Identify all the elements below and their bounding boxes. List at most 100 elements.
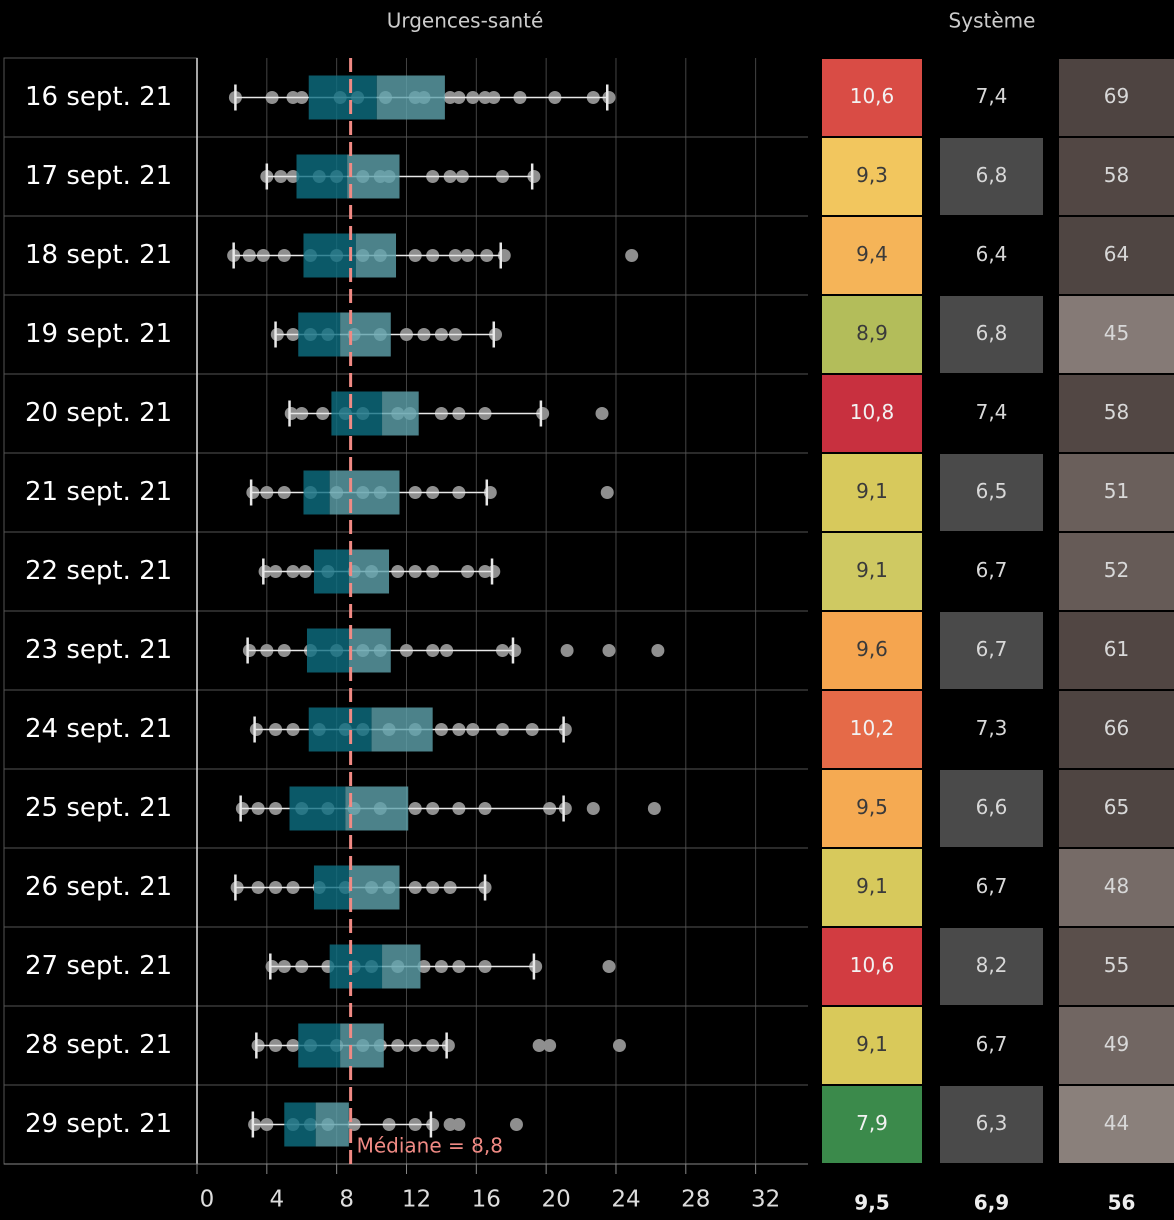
box-lower (308, 707, 372, 752)
box-lower (331, 391, 383, 436)
box-upper (348, 865, 400, 910)
cell-value: 65 (1104, 795, 1129, 819)
box-upper (347, 154, 400, 199)
cell (940, 138, 1043, 215)
data-point (489, 328, 503, 341)
cell-value: 9,1 (856, 874, 888, 898)
cell-value: 69 (1104, 84, 1129, 108)
cell (940, 612, 1043, 689)
cell (940, 849, 1043, 926)
row-label: 18 sept. 21 (25, 240, 172, 270)
box-upper (329, 470, 400, 515)
cell-value: 8,9 (856, 321, 888, 345)
cell-value: 10,2 (850, 716, 895, 740)
x-tick-label: 28 (681, 1187, 710, 1213)
data-point (595, 407, 609, 420)
box-upper (348, 628, 391, 673)
cell-value: 6,3 (976, 1111, 1008, 1135)
box-lower (308, 75, 377, 120)
cell-value: 61 (1104, 637, 1129, 661)
cell (1059, 138, 1174, 215)
cell-value: 6,8 (976, 321, 1008, 345)
median-label: Médiane = 8,8 (357, 1134, 503, 1158)
column-total: 56 (1108, 1191, 1136, 1215)
data-point (529, 960, 543, 973)
cell-value: 7,4 (976, 84, 1008, 108)
cell (822, 533, 922, 610)
box-lower (313, 865, 349, 910)
x-tick-label: 0 (200, 1187, 215, 1213)
cell (1059, 849, 1174, 926)
box-upper (382, 391, 419, 436)
cell-value: 8,2 (976, 953, 1008, 977)
cell (1059, 454, 1174, 531)
row-label: 16 sept. 21 (25, 82, 172, 112)
row-label: 27 sept. 21 (25, 951, 172, 981)
cell-value: 48 (1104, 874, 1129, 898)
data-point (487, 565, 501, 578)
cell-value: 9,4 (856, 242, 888, 266)
data-point (558, 802, 572, 815)
row-label: 20 sept. 21 (25, 398, 172, 428)
data-point (560, 644, 574, 657)
row-label: 17 sept. 21 (25, 161, 172, 191)
cell-value: 6,5 (976, 479, 1008, 503)
cell (822, 1086, 922, 1163)
cell-value: 9,1 (856, 479, 888, 503)
cell (940, 770, 1043, 847)
x-tick-label: 20 (542, 1187, 571, 1213)
cell-value: 9,6 (856, 637, 888, 661)
column-total: 9,5 (854, 1191, 889, 1215)
cell (822, 1007, 922, 1084)
box-upper (348, 549, 390, 594)
cell (940, 691, 1043, 768)
row-label: 23 sept. 21 (25, 635, 172, 665)
cell (822, 296, 922, 373)
data-point (508, 644, 522, 657)
cell (940, 454, 1043, 531)
cell (822, 138, 922, 215)
cell (1059, 928, 1174, 1005)
cell (1059, 375, 1174, 452)
data-point (586, 802, 600, 815)
box-lower (303, 233, 356, 278)
box-lower (303, 470, 330, 515)
cell (940, 375, 1043, 452)
cell (940, 217, 1043, 294)
box-upper (371, 707, 433, 752)
x-tick-label: 8 (339, 1187, 354, 1213)
data-point (612, 1039, 626, 1052)
cell (1059, 691, 1174, 768)
row-label: 25 sept. 21 (25, 793, 172, 823)
row-label: 29 sept. 21 (25, 1109, 172, 1139)
cell (940, 1086, 1043, 1163)
cell (822, 375, 922, 452)
cell-value: 49 (1104, 1032, 1129, 1056)
cell (1059, 1007, 1174, 1084)
x-tick-label: 24 (611, 1187, 640, 1213)
data-point (602, 91, 616, 104)
x-tick-label: 16 (472, 1187, 501, 1213)
cell-value: 6,4 (976, 242, 1008, 266)
box-lower (329, 944, 383, 989)
cell-value: 10,6 (850, 953, 895, 977)
cell-value: 9,5 (856, 795, 888, 819)
data-point (543, 1039, 557, 1052)
cell-value: 9,1 (856, 558, 888, 582)
box-lower (298, 312, 341, 357)
cell (940, 296, 1043, 373)
box-lower (298, 1023, 341, 1068)
cell (822, 849, 922, 926)
data-point (532, 1039, 546, 1052)
cell-value: 66 (1104, 716, 1129, 740)
box-upper (315, 1102, 349, 1147)
row-label: 21 sept. 21 (25, 477, 172, 507)
row-label: 24 sept. 21 (25, 714, 172, 744)
data-point (426, 1118, 440, 1131)
data-point (647, 802, 661, 815)
box-lower (289, 786, 346, 831)
cell (822, 770, 922, 847)
cell-value: 9,3 (856, 163, 888, 187)
row-label: 28 sept. 21 (25, 1030, 172, 1060)
data-point (452, 1118, 466, 1131)
